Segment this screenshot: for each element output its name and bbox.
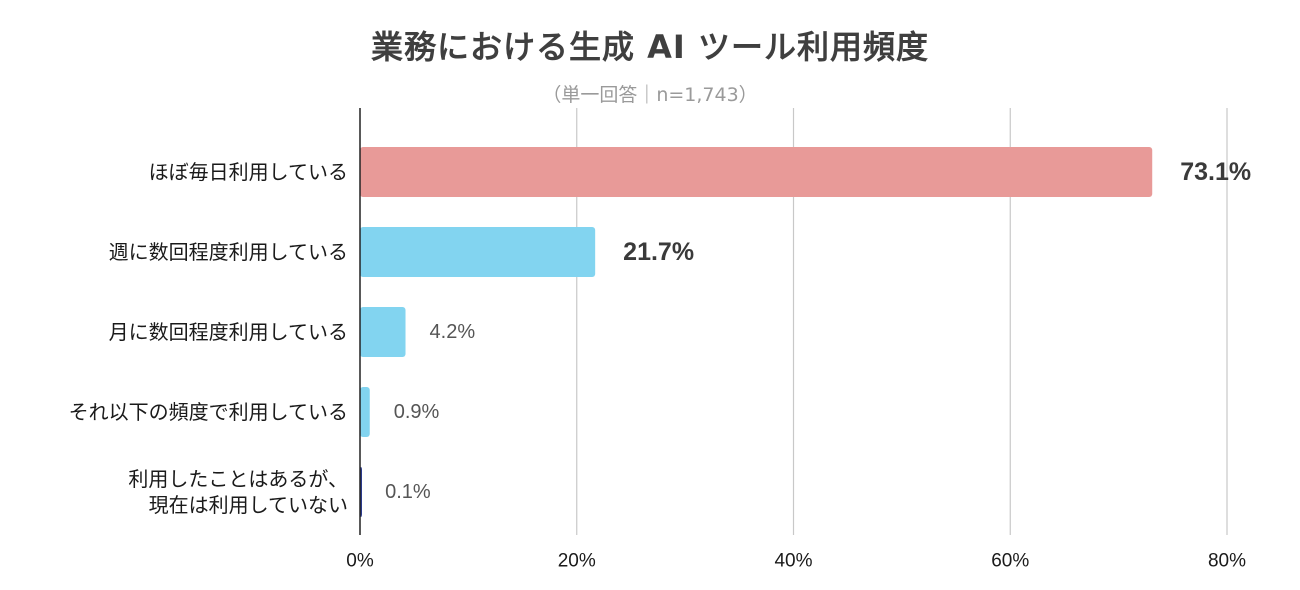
bar bbox=[360, 307, 406, 357]
chart-subtitle: （単一回答｜n=1,743） bbox=[542, 84, 758, 106]
category-label: 月に数回程度利用している bbox=[109, 320, 348, 344]
bar bbox=[360, 387, 370, 437]
value-label: 21.7% bbox=[623, 238, 694, 266]
x-tick-label: 20% bbox=[558, 551, 596, 572]
x-tick-label: 40% bbox=[774, 551, 812, 572]
category-label: それ以下の頻度で利用している bbox=[69, 400, 348, 424]
value-label: 0.9% bbox=[394, 401, 440, 423]
category-label: ほぼ毎日利用している bbox=[149, 160, 348, 184]
value-label: 73.1% bbox=[1180, 158, 1251, 186]
bar bbox=[360, 227, 596, 277]
chart-title: 業務における生成 AI ツール利用頻度 bbox=[371, 28, 929, 66]
category-label: 週に数回程度利用している bbox=[109, 240, 348, 264]
category-label: 利用したことはあるが、現在は利用していない bbox=[128, 467, 348, 517]
x-tick-label: 0% bbox=[346, 551, 374, 572]
value-label: 4.2% bbox=[430, 321, 476, 343]
value-label: 0.1% bbox=[385, 481, 431, 503]
x-tick-label: 60% bbox=[991, 551, 1029, 572]
bar bbox=[360, 147, 1153, 197]
x-tick-label: 80% bbox=[1208, 551, 1246, 572]
